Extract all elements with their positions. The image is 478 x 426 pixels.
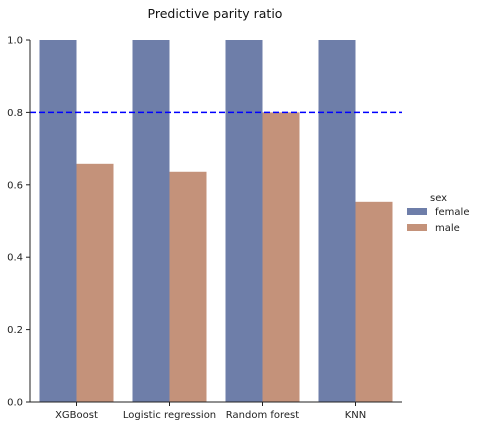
bar-female-3 xyxy=(318,40,356,402)
chart-title: Predictive parity ratio xyxy=(148,6,283,21)
legend-swatch-female xyxy=(407,208,427,215)
x-tick-label: Random forest xyxy=(226,410,299,421)
y-tick-label: 0.6 xyxy=(7,180,23,191)
y-tick-label: 0.0 xyxy=(7,398,23,409)
bar-male-1 xyxy=(169,171,207,402)
bar-male-0 xyxy=(76,163,114,402)
y-tick-label: 0.4 xyxy=(7,253,23,264)
bar-female-1 xyxy=(132,40,170,402)
legend-label-female: female xyxy=(435,207,469,218)
legend-swatch-male xyxy=(407,224,427,231)
plot-area: 0.0 0.2 0.4 0.6 0.8 1.0 XGBoost Logistic regres… xyxy=(7,36,402,421)
bar-female-0 xyxy=(39,40,77,402)
bar-female-2 xyxy=(225,40,263,402)
y-tick-label: 0.2 xyxy=(7,325,23,336)
x-tick-label: KNN xyxy=(345,410,367,421)
legend-title: sex xyxy=(430,193,447,204)
bar-male-3 xyxy=(355,201,393,402)
x-tick-label: Logistic regression xyxy=(123,410,216,421)
legend-label-male: male xyxy=(435,223,460,234)
y-tick-label: 1.0 xyxy=(7,36,23,47)
bar-male-2 xyxy=(262,112,300,403)
x-tick-label: XGBoost xyxy=(55,410,98,421)
y-tick-label: 0.8 xyxy=(7,108,23,119)
legend: sex female male xyxy=(407,193,469,234)
